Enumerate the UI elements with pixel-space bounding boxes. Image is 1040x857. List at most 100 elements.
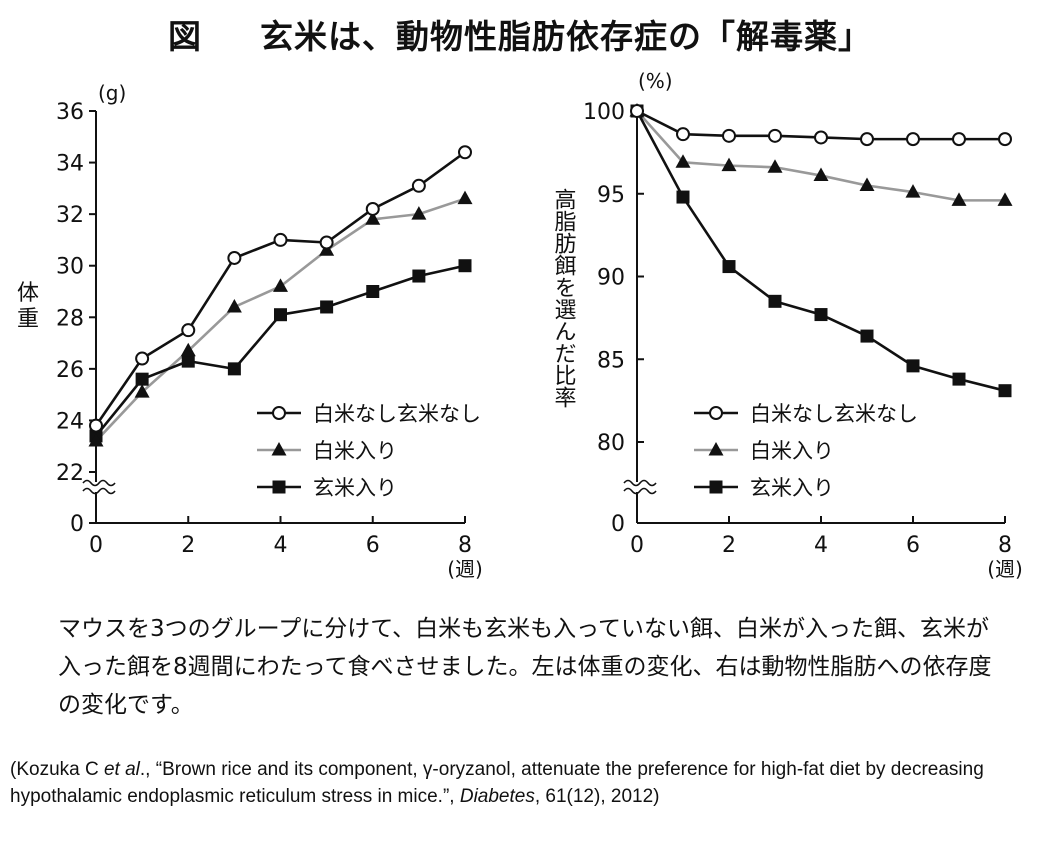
series-2-point <box>457 190 473 205</box>
figure-label: 図 <box>168 17 202 56</box>
y-tick-label: 100 <box>583 100 625 125</box>
series-1-point <box>722 128 736 143</box>
axis-break-mark <box>623 487 657 495</box>
x-tick-label: 2 <box>722 533 736 558</box>
y-tick-label: 36 <box>56 100 84 125</box>
legend-marker <box>708 442 724 456</box>
high-fat-preference-chart: 80 85 90 95 100 00 2 4 6 8 (%) (週) 高脂肪餌を選んだ比率白米なし玄米な… <box>551 69 1023 581</box>
y-axis-title: 高脂肪餌を選んだ比率 <box>551 188 577 408</box>
series-1-point <box>998 132 1012 147</box>
y-tick-label: 26 <box>56 358 84 383</box>
series-1-point <box>814 130 828 145</box>
legend-marker <box>272 406 286 420</box>
figure-title: 図 玄米は、動物性脂肪依存症の「解毒薬」 <box>0 10 1040 58</box>
x-tick-label: 6 <box>906 533 920 558</box>
y-tick-label: 34 <box>56 152 84 177</box>
series-2-point <box>365 211 381 225</box>
x-tick-label: 6 <box>366 533 380 558</box>
series-2-point <box>997 192 1013 206</box>
y-axis-title-char: 体 <box>17 281 39 306</box>
axis-break-mark <box>623 479 657 487</box>
legend-label: 玄米入り <box>750 476 834 500</box>
series-1-point <box>906 132 920 147</box>
series-1-point <box>227 250 242 265</box>
y-unit-label: (%) <box>638 69 673 93</box>
series-2-point <box>813 167 829 182</box>
series-2-point <box>951 192 967 206</box>
legend-marker <box>272 480 286 494</box>
axis-break-mark <box>82 479 116 487</box>
series-3-point <box>860 329 874 343</box>
x-tick-label: 0 <box>630 533 644 558</box>
series-3-point <box>227 362 241 376</box>
series-3-point <box>181 354 195 368</box>
series-1-point <box>319 235 334 250</box>
y-tick-label-zero: 0 <box>611 512 625 537</box>
series-3-point <box>366 285 380 298</box>
y-tick-label: 24 <box>56 409 84 434</box>
series-2-point <box>88 433 104 447</box>
x-tick-label: 4 <box>814 533 828 558</box>
x-unit-label: (週) <box>987 557 1023 581</box>
x-tick-label: 8 <box>458 533 472 558</box>
series-2-point <box>134 384 150 398</box>
y-axis-title: 体重 <box>17 281 39 332</box>
x-tick-label: 4 <box>274 533 288 558</box>
series-2-point <box>226 298 242 313</box>
citation-part-2: ., “Brown rice and its component, γ-oryz… <box>10 759 984 807</box>
series-3-point <box>952 372 966 386</box>
series-1-point <box>273 232 288 247</box>
series-1-point <box>952 132 966 147</box>
y-tick-label-zero: 0 <box>70 512 84 537</box>
figure-caption: マウスを3つのグループに分けて、白米も玄米も入っていない餌、白米が入った餌、玄米… <box>58 616 992 718</box>
series-2-point <box>273 278 288 292</box>
series-3-point <box>722 260 736 274</box>
series-3-point <box>320 300 334 314</box>
figure-title-text: 玄米は、動物性脂肪依存症の「解毒薬」 <box>260 17 872 56</box>
axis-break-mark <box>82 487 116 495</box>
series-2-point <box>721 157 737 172</box>
series-1-point <box>135 351 150 366</box>
legend-label: 白米入り <box>750 439 834 463</box>
series-1-point <box>411 178 426 193</box>
series-1-point <box>365 201 380 216</box>
series-1-point <box>181 323 196 338</box>
citation-journal: Diabetes <box>459 786 535 807</box>
y-tick-label: 28 <box>56 306 84 331</box>
legend-marker <box>271 442 287 456</box>
series-2-point <box>675 154 691 168</box>
series-3-point <box>135 372 149 386</box>
y-tick-label: 30 <box>56 255 84 280</box>
legend-label: 白米入り <box>313 439 397 463</box>
y-tick-label: 85 <box>597 348 625 373</box>
series-2-point <box>905 184 921 198</box>
x-tick-label: 0 <box>89 533 103 558</box>
series-1-point <box>458 145 472 160</box>
series-1-point <box>860 132 874 147</box>
series-3-point <box>998 384 1012 398</box>
series-line-2 <box>636 110 1005 202</box>
x-tick-label: 8 <box>998 533 1012 558</box>
legend-label: 白米なし玄米なし <box>750 402 918 426</box>
series-3-point <box>814 308 828 322</box>
series-2-point <box>859 177 875 191</box>
citation-et-al: et al <box>103 759 140 780</box>
citation-part-1: (Kozuka C <box>10 759 104 780</box>
series-1-point <box>630 104 644 118</box>
series-2-point <box>180 342 196 357</box>
series-1-point <box>768 128 782 143</box>
x-unit-label: (週) <box>447 557 483 581</box>
legend-marker <box>709 406 723 420</box>
y-tick-label: 80 <box>597 431 625 456</box>
y-axis-title-char: 重 <box>17 307 39 332</box>
series-line-3 <box>635 110 1006 392</box>
y-tick-label: 90 <box>597 266 625 291</box>
citation: (Kozuka C et al., “Brown rice and its co… <box>10 756 1035 810</box>
series-3-point <box>274 308 287 322</box>
series-1-point <box>89 418 103 433</box>
series-3-point <box>768 294 782 308</box>
series-3-point <box>906 359 920 373</box>
citation-part-3: , 61(12), 2012) <box>534 786 660 807</box>
